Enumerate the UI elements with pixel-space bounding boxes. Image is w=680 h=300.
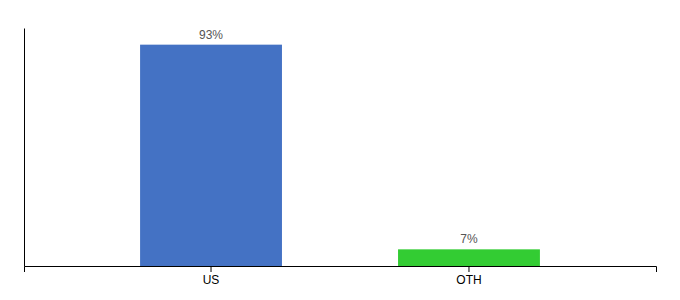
chart: US OTH 93% 7% (0, 0, 680, 300)
data-label: 7% (460, 232, 478, 246)
x-tick: US (203, 266, 220, 287)
x-axis-line (25, 267, 657, 273)
x-tick: OTH (456, 266, 481, 287)
x-tick-mark (468, 266, 469, 272)
y-axis-line (24, 29, 25, 267)
x-axis: US OTH (25, 266, 657, 287)
plot: US OTH 93% 7% (25, 28, 657, 287)
bars (140, 45, 540, 266)
data-labels: 93% 7% (199, 28, 478, 247)
bar (398, 249, 540, 266)
data-label: 93% (199, 28, 223, 42)
bar (140, 45, 282, 266)
x-tick-label: OTH (456, 273, 481, 287)
x-tick-mark (211, 266, 212, 272)
y-axis (24, 29, 25, 267)
x-tick-label: US (203, 273, 220, 287)
